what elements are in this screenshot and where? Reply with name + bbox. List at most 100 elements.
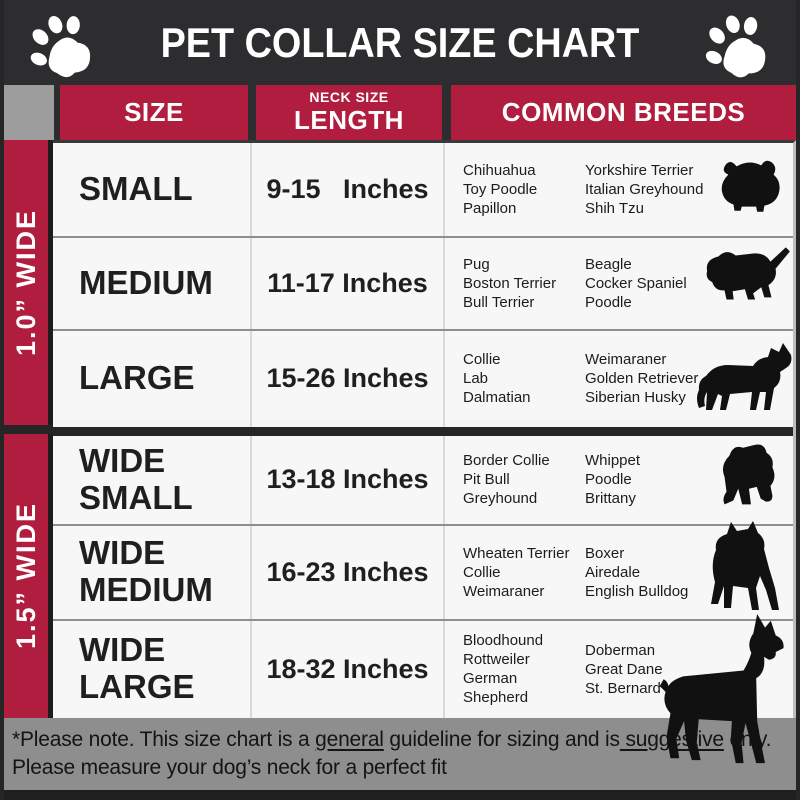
- breeds-cell: Pug Boston Terrier Bull Terrier Beagle C…: [443, 237, 793, 330]
- size-label: WIDE LARGE: [79, 631, 195, 706]
- doberman-silhouette-icon: [656, 612, 796, 766]
- header-length: NECK SIZE LENGTH: [256, 85, 442, 140]
- table-row-wide-medium: WIDE MEDIUM 16-23 Inches Wheaten Terrier…: [53, 526, 793, 621]
- breed-item: Wheaten Terrier: [463, 544, 570, 562]
- header-length-label: LENGTH: [294, 104, 404, 135]
- breed-item: Border Collie: [463, 452, 550, 470]
- paw-print-icon: [18, 4, 106, 85]
- length-value: 9-15 Inches: [266, 173, 429, 204]
- size-cell: WIDE SMALL: [53, 436, 250, 525]
- breeds-list-right: Whippet Poodle Brittany: [585, 451, 715, 508]
- size-cell: WIDE LARGE: [53, 621, 250, 718]
- breeds-list-right: Boxer Airedale English Bulldog: [585, 544, 715, 601]
- footer-note: *Please note. This size chart is a gener…: [4, 718, 796, 790]
- footer-text: guideline for sizing and is: [383, 728, 620, 751]
- breed-item: St. Bernard: [585, 679, 661, 697]
- breed-item: Airedale: [585, 563, 641, 581]
- pitbull-silhouette-icon: [702, 520, 792, 614]
- footer-line-1: *Please note. This size chart is a gener…: [12, 726, 786, 754]
- table-row-large: LARGE 15-26 Inches Collie Lab Dalmatian …: [53, 331, 793, 427]
- breeds-list-right: Doberman Great Dane St. Bernard: [585, 641, 715, 698]
- shepherd-dog-silhouette-icon: [692, 340, 796, 422]
- breed-item: Italian Greyhound: [585, 180, 704, 198]
- breed-item: Siberian Husky: [585, 389, 686, 407]
- breed-item: Poodle: [585, 471, 632, 489]
- breed-item: Greyhound: [463, 490, 538, 508]
- breed-item: Yorkshire Terrier: [585, 161, 694, 179]
- breeds-list-left: Wheaten Terrier Collie Weimaraner: [463, 544, 585, 601]
- breed-item: Golden Retriever: [585, 370, 699, 388]
- breeds-cell: Wheaten Terrier Collie Weimaraner Boxer …: [443, 526, 793, 619]
- size-label: WIDE SMALL: [79, 441, 193, 516]
- width-band-label: 1.0” WIDE: [10, 208, 41, 357]
- breed-item: Weimaraner: [585, 351, 667, 369]
- page-title: PET COLLAR SIZE CHART: [160, 18, 640, 66]
- paw-print-icon: [696, 6, 781, 84]
- table-row-wide-small: WIDE SMALL 13-18 Inches Border Collie Pi…: [53, 435, 793, 527]
- breed-item: Pit Bull: [463, 471, 510, 489]
- breed-item: Bloodhound: [463, 632, 544, 650]
- length-value: 16-23 Inches: [266, 556, 429, 587]
- footer-text: *Please note. This size chart is a: [12, 728, 316, 751]
- breed-item: Chihuahua: [463, 161, 536, 179]
- breed-item: Beagle: [585, 255, 632, 273]
- breeds-list-left: Border Collie Pit Bull Greyhound: [463, 451, 585, 508]
- breed-item: Dalmatian: [463, 389, 531, 407]
- length-value: 18-32 Inches: [266, 653, 429, 684]
- title-bar: PET COLLAR SIZE CHART: [4, 0, 796, 85]
- breed-item: Rottweiler: [463, 651, 530, 669]
- width-band-1-5-inch: 1.5” WIDE: [4, 434, 48, 718]
- header-size: SIZE: [60, 85, 248, 140]
- column-header-row: SIZE NECK SIZE LENGTH COMMON BREEDS: [4, 85, 796, 140]
- width-band-1-inch: 1.0” WIDE: [4, 140, 48, 425]
- size-label: SMALL: [79, 169, 193, 207]
- table-row-small: SMALL 9-15 Inches Chihuahua Toy Poodle P…: [53, 143, 793, 238]
- length-cell: 15-26 Inches: [250, 331, 443, 427]
- length-value: 13-18 Inches: [266, 464, 429, 495]
- breed-item: German Shepherd: [463, 670, 529, 707]
- breeds-list-left: Pug Boston Terrier Bull Terrier: [463, 255, 585, 312]
- breed-item: Poodle: [585, 293, 632, 311]
- breed-item: Collie: [463, 351, 501, 369]
- bulldog-silhouette-icon: [710, 440, 786, 522]
- breed-item: Brittany: [585, 490, 636, 508]
- size-label: LARGE: [79, 359, 195, 397]
- length-value: 15-26 Inches: [266, 363, 429, 394]
- size-label: WIDE MEDIUM: [79, 534, 213, 609]
- header-length-sublabel: NECK SIZE: [309, 88, 389, 105]
- spaniel-dog-silhouette-icon: [702, 246, 796, 310]
- table-row-medium: MEDIUM 11-17 Inches Pug Boston Terrier B…: [53, 237, 793, 332]
- breeds-list-left: Collie Lab Dalmatian: [463, 350, 585, 407]
- breed-item: Whippet: [585, 452, 641, 470]
- breed-item: Shih Tzu: [585, 199, 644, 217]
- breeds-list-right: Weimaraner Golden Retriever Siberian Hus…: [585, 350, 715, 407]
- header-breeds-label: COMMON BREEDS: [501, 97, 746, 127]
- length-cell: 9-15 Inches: [250, 143, 443, 236]
- width-sidebar: 1.0” WIDE 1.5” WIDE: [4, 140, 53, 718]
- footer-text-underlined: general: [315, 728, 384, 751]
- footer-line-2: Please measure your dog’s neck for a per…: [12, 756, 447, 779]
- length-cell: 11-17 Inches: [250, 237, 443, 330]
- breeds-cell: Border Collie Pit Bull Greyhound Whippet…: [443, 435, 793, 525]
- breed-item: Collie: [463, 563, 501, 581]
- breed-item: Pug: [463, 255, 490, 273]
- length-cell: 13-18 Inches: [250, 435, 443, 525]
- length-value: 11-17 Inches: [267, 267, 428, 298]
- header-corner-cell: [4, 85, 54, 140]
- breed-item: Toy Poodle: [463, 180, 538, 198]
- size-cell: LARGE: [53, 331, 250, 426]
- bottom-border-strip: [4, 790, 796, 800]
- toy-fluffy-dog-silhouette-icon: [718, 156, 786, 216]
- length-cell: 16-23 Inches: [250, 526, 443, 619]
- breed-item: Bull Terrier: [463, 293, 535, 311]
- breeds-list-right: Beagle Cocker Spaniel Poodle: [585, 255, 715, 312]
- breed-item: Doberman: [585, 641, 656, 659]
- section-divider: [4, 425, 53, 434]
- breeds-list-right: Yorkshire Terrier Italian Greyhound Shih…: [585, 161, 715, 218]
- breed-item: Boston Terrier: [463, 274, 557, 292]
- breed-item: Cocker Spaniel: [585, 274, 687, 292]
- breed-item: Papillon: [463, 199, 517, 217]
- width-band-label: 1.5” WIDE: [10, 502, 41, 650]
- size-label: MEDIUM: [79, 263, 213, 301]
